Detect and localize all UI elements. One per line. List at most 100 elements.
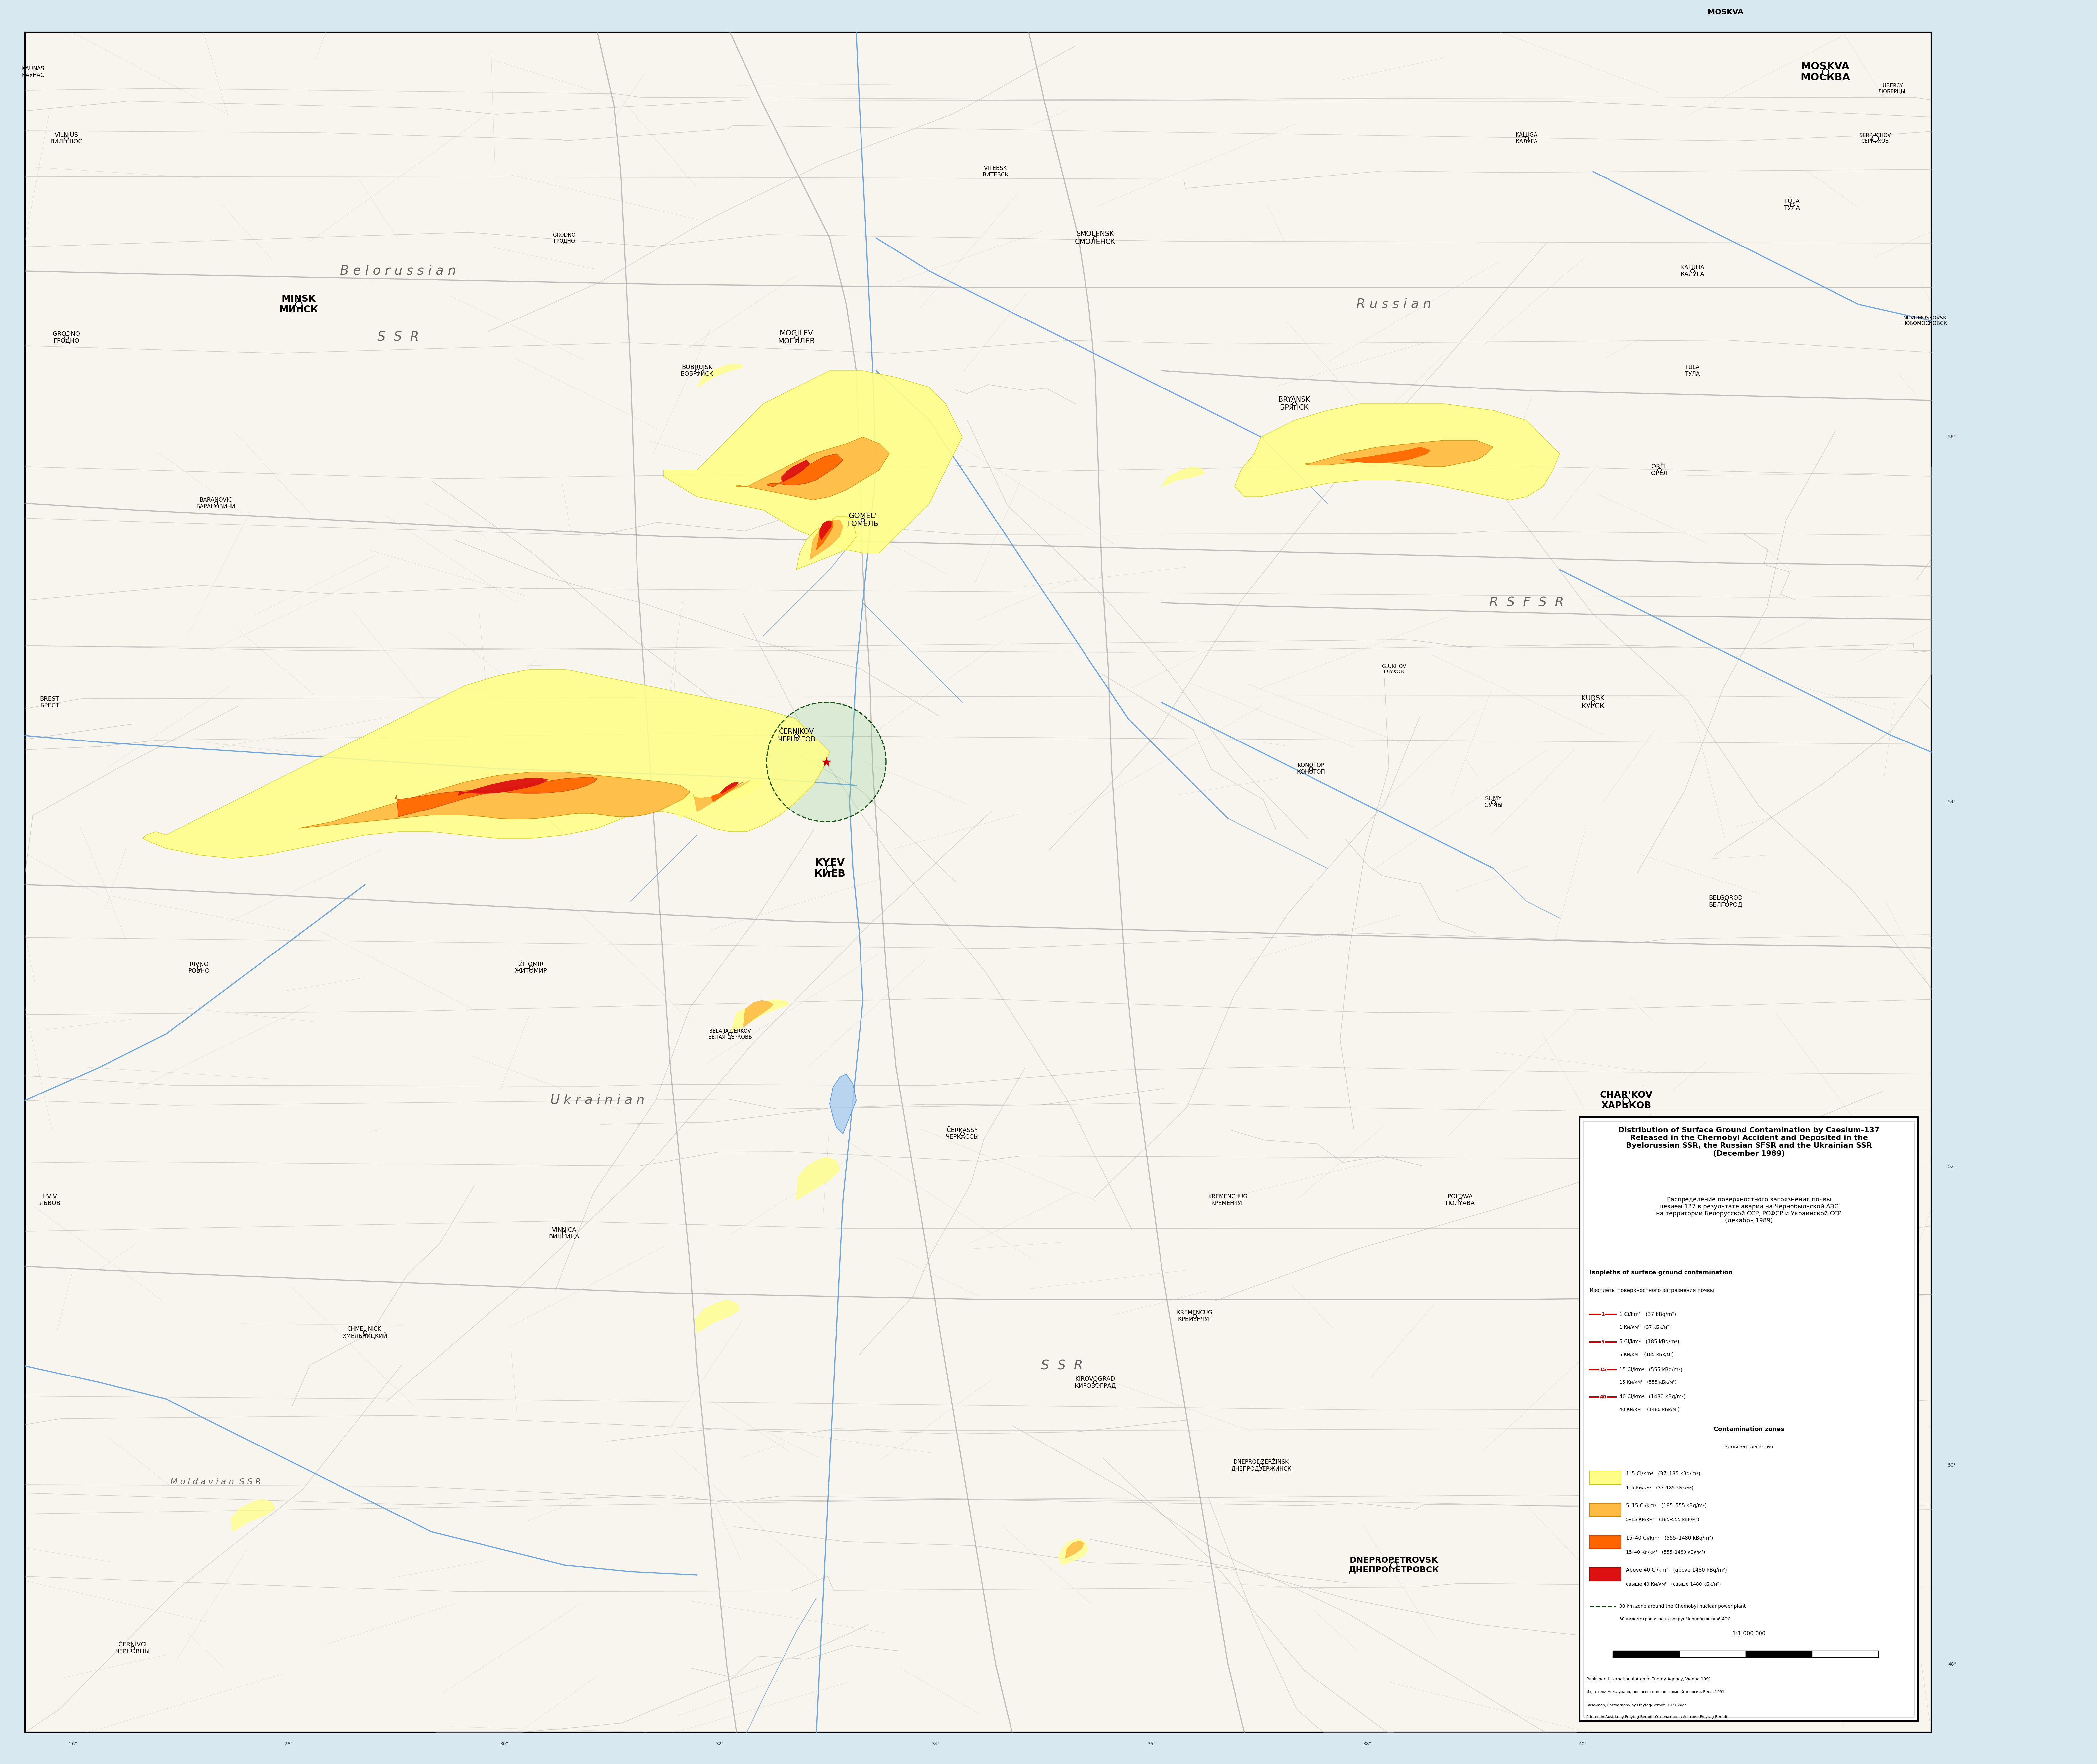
Polygon shape: [1162, 467, 1204, 487]
Bar: [1590, 1503, 1621, 1517]
Polygon shape: [143, 669, 830, 859]
Text: GRODNO
ГРОДНО: GRODNO ГРОДНО: [52, 332, 80, 344]
Text: MOSKVA: MOSKVA: [1707, 9, 1743, 16]
Text: CHMEL'NICKI
ХМЕЛЬНИЦКИЙ: CHMEL'NICKI ХМЕЛЬНИЦКИЙ: [342, 1327, 388, 1339]
Polygon shape: [830, 1074, 856, 1134]
Text: LUBERCY
ЛЮБЕРЦЫ: LUBERCY ЛЮБЕРЦЫ: [1877, 83, 1906, 93]
Text: 1–5 Ci/km²   (37–185 kBq/m²): 1–5 Ci/km² (37–185 kBq/m²): [1625, 1471, 1701, 1476]
Text: 1:1 000 000: 1:1 000 000: [1732, 1630, 1766, 1637]
Polygon shape: [1235, 404, 1560, 499]
Text: 15 Ки/км²   (555 кБк/м²): 15 Ки/км² (555 кБк/м²): [1619, 1379, 1676, 1385]
Text: Printed in Austria by Freytag-Berndt  Отпечатано в Австрии Freytag-Berndt: Printed in Austria by Freytag-Berndt Отп…: [1585, 1715, 1728, 1718]
Text: 5: 5: [1602, 1339, 1604, 1344]
Polygon shape: [298, 773, 690, 829]
Polygon shape: [696, 1300, 740, 1334]
Text: S  S  R: S S R: [1040, 1360, 1082, 1372]
Text: MINSK
МИНСК: MINSK МИНСК: [279, 295, 319, 314]
Text: 32°: 32°: [715, 1741, 723, 1746]
Polygon shape: [231, 1499, 275, 1531]
Text: BELGOROD
БЕЛГОРОД: BELGOROD БЕЛГОРОД: [1709, 894, 1743, 908]
Text: 26°: 26°: [69, 1741, 78, 1746]
Text: KAUNAS
КАУНАС: KAUNAS КАУНАС: [21, 65, 44, 78]
Text: M o l d a v i a n  S S R: M o l d a v i a n S S R: [170, 1478, 260, 1485]
Text: 30°: 30°: [501, 1741, 507, 1746]
Text: BREST
БРЕСТ: BREST БРЕСТ: [40, 697, 59, 709]
Text: 15–40 Ci/km²   (555–1480 kBq/m²): 15–40 Ci/km² (555–1480 kBq/m²): [1625, 1536, 1713, 1540]
Text: MOSKVA
МОСКВА: MOSKVA МОСКВА: [1801, 62, 1850, 83]
Polygon shape: [665, 370, 963, 554]
Text: 5 Ки/км²   (185 кБк/м²): 5 Ки/км² (185 кБк/м²): [1619, 1353, 1673, 1357]
Text: свыше 40 Ки/км²   (свыше 1480 кБк/м²): свыше 40 Ки/км² (свыше 1480 кБк/м²): [1625, 1582, 1722, 1586]
Bar: [1583, 1122, 1915, 1716]
Polygon shape: [736, 437, 889, 499]
Polygon shape: [677, 778, 763, 818]
Text: BOBRUJSK
БОБРУЙСК: BOBRUJSK БОБРУЙСК: [679, 363, 713, 377]
Text: KIROVOGRAD
КИРОВОГРАД: KIROVOGRAD КИРОВОГРАД: [1074, 1376, 1116, 1388]
Text: BARANOVIC
БАРАНОВИЧИ: BARANOVIC БАРАНОВИЧИ: [197, 497, 235, 510]
Text: SUMY
СУМЫ: SUMY СУМЫ: [1485, 796, 1501, 808]
Text: NOVOMOSKOVSK
НОВОМОСКОВСК: NOVOMOSKOVSK НОВОМОСКОВСК: [1902, 316, 1948, 326]
Polygon shape: [809, 520, 843, 559]
Text: R  S  F  S  R: R S F S R: [1489, 596, 1564, 609]
Text: U k r a i n i a n: U k r a i n i a n: [549, 1094, 644, 1106]
Text: DNEPROPETROVSK
ДНЕПРОПЕТРОВСК: DNEPROPETROVSK ДНЕПРОПЕТРОВСК: [1348, 1556, 1439, 1573]
Text: KURSK
КУРСК: KURSK КУРСК: [1581, 695, 1604, 709]
Text: MOGILEV
МОГИЛЕВ: MOGILEV МОГИЛЕВ: [778, 330, 816, 344]
Text: 34°: 34°: [931, 1741, 939, 1746]
Text: 1: 1: [1602, 1312, 1604, 1316]
Text: BRYANSK
БРЯНСК: BRYANSK БРЯНСК: [1279, 397, 1311, 411]
Text: DNEPRODZERŽINSK
ДНЕПРОДЗЕРЖИНСК: DNEPRODZERŽINSK ДНЕПРОДЗЕРЖИНСК: [1231, 1459, 1292, 1471]
Polygon shape: [797, 517, 856, 570]
Text: ŽITOMIR
ЖИТОМИР: ŽITOMIR ЖИТОМИР: [514, 961, 547, 974]
Polygon shape: [768, 453, 843, 487]
Bar: [1590, 1568, 1621, 1581]
Text: POLTAVA
ПОЛТАВА: POLTAVA ПОЛТАВА: [1445, 1194, 1474, 1207]
Polygon shape: [820, 520, 830, 540]
Text: Зоны загрязнения: Зоны загрязнения: [1724, 1445, 1774, 1450]
Text: TULA
ТУЛА: TULA ТУЛА: [1686, 363, 1701, 377]
Text: Изоплеты поверхностного загрязнения почвы: Изоплеты поверхностного загрязнения почв…: [1590, 1288, 1713, 1293]
Polygon shape: [1340, 446, 1430, 462]
Text: 15–40 Ки/км²   (555–1480 кБк/м²): 15–40 Ки/км² (555–1480 кБк/м²): [1625, 1551, 1705, 1554]
Text: CHAR'KOV
ХАРЬКОВ: CHAR'KOV ХАРЬКОВ: [1600, 1090, 1652, 1111]
Text: Base-map, Cartography by Freytag-Berndt, 1071 Wien: Base-map, Cartography by Freytag-Berndt,…: [1585, 1704, 1686, 1708]
Bar: [1812, 1651, 1879, 1656]
Text: B e l o r u s s i a n: B e l o r u s s i a n: [340, 265, 457, 277]
Polygon shape: [768, 702, 887, 822]
Text: 36°: 36°: [1147, 1741, 1155, 1746]
Polygon shape: [1059, 1538, 1088, 1565]
Polygon shape: [1304, 441, 1493, 467]
Text: GRODNO
ГРОДНО: GRODNO ГРОДНО: [554, 233, 577, 243]
Bar: [1680, 1651, 1745, 1656]
Polygon shape: [816, 520, 833, 550]
Bar: [1613, 1651, 1680, 1656]
Text: 30-километровая зона вокруг Чернобыльской АЭС: 30-километровая зона вокруг Чернобыльско…: [1619, 1618, 1730, 1621]
Bar: [1579, 1117, 1919, 1722]
Bar: [1745, 1651, 1812, 1656]
Text: ČERNIKOV
ЧЕРНИГОВ: ČERNIKOV ЧЕРНИГОВ: [778, 729, 816, 743]
Text: Publisher: International Atomic Energy Agency, Vienna 1991: Publisher: International Atomic Energy A…: [1585, 1678, 1711, 1681]
Text: GLUKHOV
ГЛУХОВ: GLUKHOV ГЛУХОВ: [1382, 663, 1407, 674]
Text: 38°: 38°: [1363, 1741, 1371, 1746]
Text: KONOTOP
КОНОТОП: KONOTOP КОНОТОП: [1296, 762, 1325, 774]
Polygon shape: [742, 1000, 774, 1027]
Polygon shape: [394, 776, 598, 817]
Text: BELA JA CERKOV
БЕЛАЯ ЦЕРКОВЬ: BELA JA CERKOV БЕЛАЯ ЦЕРКОВЬ: [709, 1028, 753, 1039]
Text: Distribution of Surface Ground Contamination by Caesium-137
Released in the Cher: Distribution of Surface Ground Contamina…: [1619, 1127, 1879, 1157]
Polygon shape: [711, 781, 742, 803]
Text: 5 Ci/km²   (185 kBq/m²): 5 Ci/km² (185 kBq/m²): [1619, 1339, 1680, 1344]
Text: ČERNIVCI
ЧЕРНОВЦЫ: ČERNIVCI ЧЕРНОВЦЫ: [115, 1642, 151, 1655]
Text: KREMENCHUG
КРЕМЕНЧУГ: KREMENCHUG КРЕМЕНЧУГ: [1208, 1194, 1248, 1207]
Text: Above 40 Ci/km²   (above 1480 kBq/m²): Above 40 Ci/km² (above 1480 kBq/m²): [1625, 1568, 1728, 1573]
Text: 1 Ки/км²   (37 кБк/м²): 1 Ки/км² (37 кБк/м²): [1619, 1325, 1671, 1330]
Polygon shape: [1065, 1542, 1084, 1558]
Polygon shape: [719, 781, 738, 794]
Polygon shape: [457, 778, 547, 796]
Text: VINNICA
ВИННИЦА: VINNICA ВИННИЦА: [549, 1226, 579, 1240]
Text: VILNIUS
ВИЛЬНЮС: VILNIUS ВИЛЬНЮС: [50, 132, 82, 145]
Text: 15 Ci/km²   (555 kBq/m²): 15 Ci/km² (555 kBq/m²): [1619, 1367, 1682, 1372]
Text: 15: 15: [1600, 1367, 1606, 1372]
Bar: [1590, 1535, 1621, 1549]
Text: R u s s i a n: R u s s i a n: [1357, 298, 1432, 310]
Text: 52°: 52°: [1948, 1164, 1957, 1170]
